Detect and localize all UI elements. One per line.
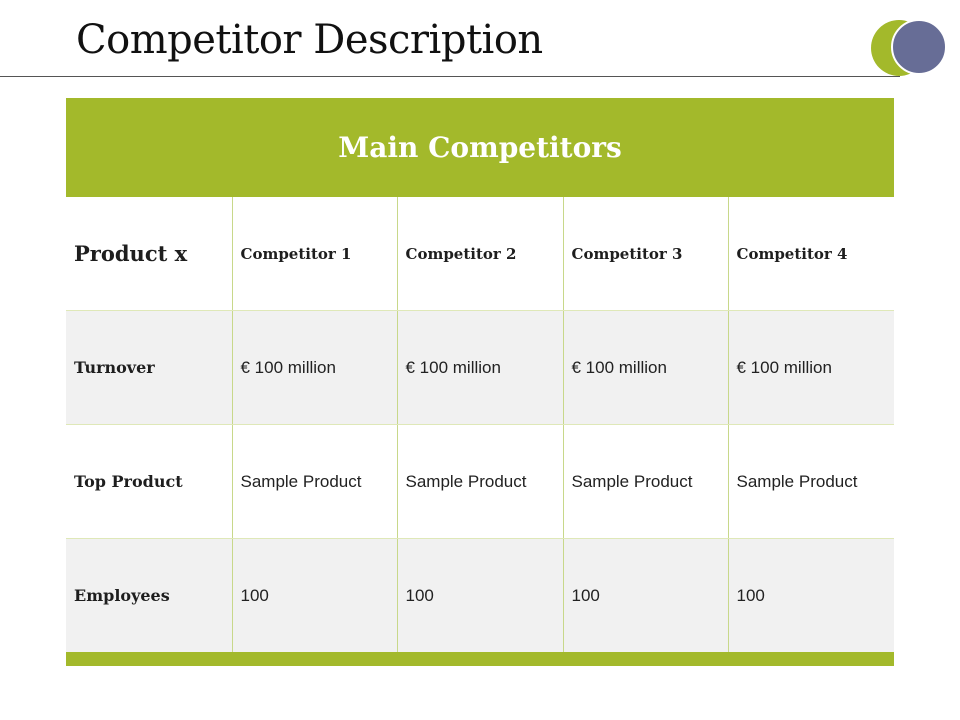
table-row-employees: Employees 100 100 100 100 bbox=[66, 538, 895, 653]
table-cell: 100 bbox=[727, 538, 895, 653]
row-label: Turnover bbox=[66, 310, 233, 425]
table-cell: 100 bbox=[562, 538, 729, 653]
table-cell: € 100 million bbox=[231, 310, 398, 425]
column-header-competitor-4: Competitor 4 bbox=[727, 197, 895, 311]
decorative-slate-circle bbox=[891, 19, 947, 75]
competitor-table: Main Competitors Product x Competitor 1 … bbox=[66, 98, 895, 653]
table-cell: 100 bbox=[231, 538, 398, 653]
column-header-row: Product x Competitor 1 Competitor 2 Comp… bbox=[66, 197, 895, 311]
table-cell: Sample Product bbox=[562, 424, 729, 539]
column-header-competitor-1: Competitor 1 bbox=[231, 197, 398, 311]
table-row-turnover: Turnover € 100 million € 100 million € 1… bbox=[66, 310, 895, 425]
slide-title: Competitor Description bbox=[76, 17, 543, 63]
column-header-competitor-2: Competitor 2 bbox=[396, 197, 564, 311]
row-label: Top Product bbox=[66, 424, 233, 539]
table-cell: Sample Product bbox=[727, 424, 895, 539]
table-cell: € 100 million bbox=[562, 310, 729, 425]
title-divider bbox=[0, 76, 900, 77]
table-cell: Sample Product bbox=[231, 424, 398, 539]
table-row-top-product: Top Product Sample Product Sample Produc… bbox=[66, 424, 895, 539]
column-header-competitor-3: Competitor 3 bbox=[562, 197, 729, 311]
table-footer-bar bbox=[66, 652, 894, 666]
table-cell: 100 bbox=[396, 538, 564, 653]
table-cell: Sample Product bbox=[396, 424, 564, 539]
product-label: Product x bbox=[66, 197, 233, 311]
table-cell: € 100 million bbox=[396, 310, 564, 425]
row-label: Employees bbox=[66, 538, 233, 653]
table-cell: € 100 million bbox=[727, 310, 895, 425]
table-header: Main Competitors bbox=[66, 98, 895, 197]
